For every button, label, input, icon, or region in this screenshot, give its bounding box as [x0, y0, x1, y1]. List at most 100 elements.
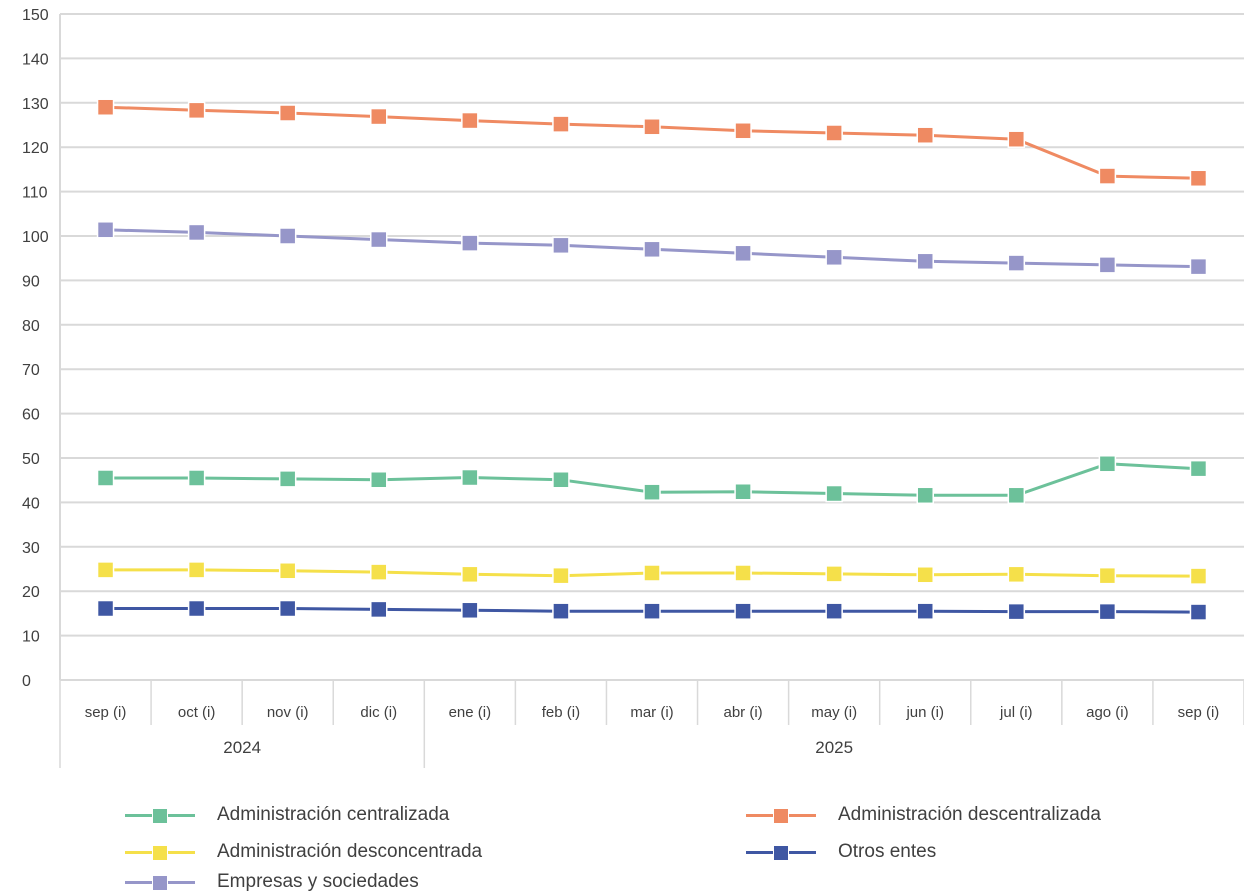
data-point-marker	[643, 483, 661, 501]
data-point-marker	[1098, 256, 1117, 274]
data-point-marker	[552, 471, 570, 489]
legend-swatch-icon	[125, 870, 195, 894]
data-point-marker	[1098, 602, 1117, 621]
data-point-marker	[461, 234, 479, 252]
y-tick-label: 110	[22, 185, 48, 202]
data-point-marker	[96, 599, 115, 618]
legend-item: Administración descentralizada	[746, 803, 1101, 827]
year-group-label: 2024	[223, 738, 261, 757]
legend-marker	[773, 808, 789, 824]
data-point-marker	[825, 602, 843, 620]
data-point-marker	[96, 98, 115, 116]
data-point-marker	[734, 602, 752, 620]
y-tick-label: 120	[22, 140, 49, 157]
data-point-marker	[643, 118, 661, 136]
y-tick-label: 80	[22, 318, 40, 335]
legend-item: Administración centralizada	[125, 803, 449, 827]
data-point-marker	[370, 600, 388, 619]
legend-label: Empresas y sociedades	[217, 871, 419, 892]
legend-label: Otros entes	[838, 841, 937, 862]
x-tick-label: feb (i)	[542, 704, 580, 721]
data-point-marker	[1189, 603, 1208, 621]
x-tick-label: ene (i)	[449, 704, 492, 721]
legend-item: Administración desconcentrada	[125, 840, 482, 864]
y-tick-label: 70	[22, 362, 40, 379]
y-tick-label: 90	[22, 273, 40, 290]
y-tick-label: 20	[22, 584, 40, 601]
legend-marker	[152, 875, 168, 891]
y-tick-label: 60	[22, 407, 40, 424]
data-point-marker	[187, 223, 206, 242]
x-tick-label: abr (i)	[723, 704, 762, 721]
data-point-marker	[461, 468, 479, 487]
legend-label: Administración descentralizada	[838, 804, 1101, 825]
year-group-label: 2025	[815, 738, 853, 757]
y-tick-label: 130	[22, 96, 49, 113]
data-point-marker	[1098, 566, 1117, 585]
data-point-marker	[916, 126, 934, 144]
x-tick-label: mar (i)	[630, 704, 673, 721]
data-point-marker	[461, 111, 479, 130]
y-tick-label: 150	[22, 7, 49, 24]
x-tick-label: jun (i)	[905, 704, 944, 721]
data-point-marker	[552, 115, 570, 133]
legend-swatch-icon	[746, 840, 816, 864]
x-tick-label: nov (i)	[267, 704, 309, 721]
data-point-marker	[825, 248, 843, 267]
legend-marker	[773, 845, 789, 861]
legend-swatch-icon	[125, 840, 195, 864]
series-line	[105, 105, 1199, 180]
series-lines	[105, 105, 1199, 614]
legend-swatch-icon	[125, 803, 195, 827]
y-tick-label: 50	[22, 451, 40, 468]
data-point-marker	[1098, 167, 1117, 185]
data-point-marker	[278, 562, 297, 580]
x-tick-label: ago (i)	[1086, 704, 1129, 721]
line-chart: 0 10 20 30 40 50 60 70 80 90 100 110 120 130 140 150 se…	[22, 7, 1244, 768]
legend-line	[125, 881, 195, 884]
data-point-marker	[734, 482, 752, 501]
legend-item: Empresas y sociedades	[125, 870, 419, 894]
data-point-marker	[643, 602, 661, 620]
legend-label: Administración desconcentrada	[217, 841, 483, 862]
legend-swatch-icon	[746, 803, 816, 827]
y-tick-label: 40	[22, 495, 40, 512]
data-point-marker	[1007, 130, 1026, 148]
legend-marker	[152, 808, 168, 824]
data-point-marker	[916, 566, 934, 584]
y-tick-label: 30	[22, 540, 40, 557]
data-point-marker	[370, 563, 388, 581]
x-axis: sep (i) oct (i) nov (i) dic (i) ene (i) feb (…	[59, 680, 1244, 768]
data-point-marker	[734, 122, 752, 140]
data-point-marker	[916, 602, 934, 620]
legend-marker	[152, 845, 168, 861]
data-point-marker	[916, 252, 934, 271]
data-point-marker	[643, 564, 661, 582]
data-point-marker	[461, 601, 479, 620]
data-point-marker	[1007, 486, 1026, 505]
data-point-marker	[370, 471, 388, 489]
data-point-marker	[187, 101, 206, 120]
y-tick-label: 140	[22, 51, 49, 68]
data-point-marker	[278, 104, 297, 122]
data-point-marker	[825, 124, 843, 142]
data-point-marker	[96, 561, 115, 579]
data-point-marker	[734, 564, 752, 582]
x-tick-label: dic (i)	[360, 704, 397, 721]
data-point-marker	[1007, 565, 1026, 584]
data-point-marker	[734, 244, 752, 263]
data-point-marker	[643, 240, 661, 259]
legend-line	[746, 851, 816, 854]
data-point-marker	[1189, 567, 1208, 585]
x-tick-label: sep (i)	[85, 704, 127, 721]
legend-line	[125, 851, 195, 854]
data-point-marker	[552, 236, 570, 255]
y-axis: 0 10 20 30 40 50 60 70 80 90 100 110 120 130 140 150	[22, 7, 49, 690]
data-point-marker	[187, 599, 206, 618]
legend-line	[125, 814, 195, 817]
x-tick-label: oct (i)	[178, 704, 216, 721]
y-tick-label: 100	[22, 229, 49, 246]
data-point-marker	[825, 565, 843, 583]
data-point-marker	[1007, 254, 1026, 272]
x-tick-label: may (i)	[811, 704, 857, 721]
